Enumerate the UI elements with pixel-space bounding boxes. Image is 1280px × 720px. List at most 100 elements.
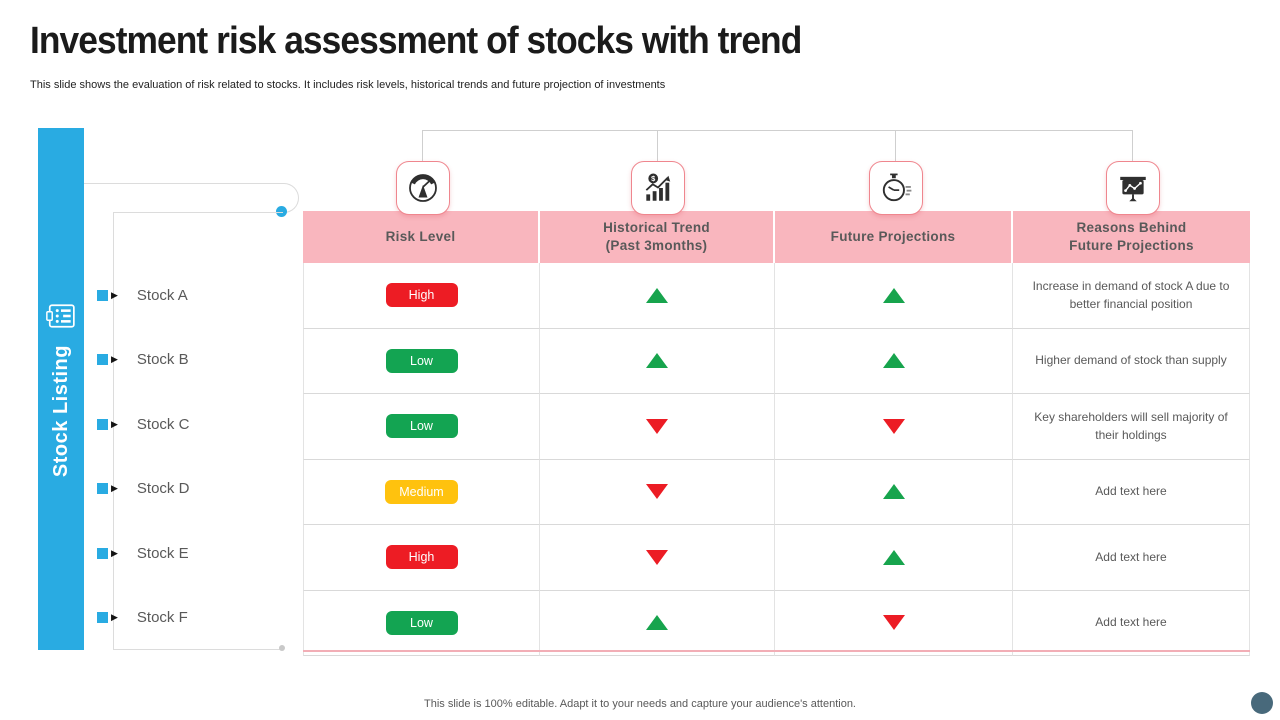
historical-trend-cell — [540, 459, 775, 525]
stock-list-item: ▶ Stock D — [97, 457, 287, 522]
trend-triangle-icon — [646, 549, 668, 565]
risk-cell: High — [303, 263, 540, 329]
stock-list-item: ▶ Stock E — [97, 521, 287, 586]
risk-cell: Medium — [303, 459, 540, 525]
stock-label: Stock C — [136, 415, 190, 433]
risk-badge: Medium — [385, 479, 458, 504]
stock-label: Stock D — [136, 480, 190, 498]
page-subtitle: This slide shows the evaluation of risk … — [30, 79, 666, 91]
stopwatch-icon — [869, 161, 923, 215]
reason-cell: Add text here — [1013, 525, 1250, 591]
trend-triangle-icon — [882, 418, 905, 434]
future-projection-cell — [775, 525, 1013, 591]
column-header-historical-trend: Historical Trend (Past 3months) — [540, 211, 775, 263]
caret-right-icon: ▶ — [111, 612, 118, 623]
footer-note: This slide is 100% editable. Adapt it to… — [424, 698, 856, 710]
risk-cell: Low — [303, 590, 540, 656]
sidebar-label: Stock Listing — [49, 344, 72, 478]
caret-right-icon: ▶ — [111, 483, 118, 494]
stock-list-item: ▶ Stock A — [97, 263, 287, 328]
stock-label: Stock B — [136, 351, 189, 369]
historical-trend-cell — [540, 263, 775, 329]
historical-trend-cell — [540, 525, 775, 591]
stock-list: ▶ Stock A ▶ Stock B ▶ Stock C ▶ Stock D … — [97, 263, 287, 650]
list-end-dot — [279, 645, 285, 651]
column-header-future-projections: Future Projections — [775, 211, 1013, 263]
stock-list-item: ▶ Stock F — [97, 586, 287, 651]
bullet-square-icon — [97, 289, 108, 301]
reason-cell: Key shareholders will sell majority of t… — [1013, 394, 1250, 460]
reason-placeholder-text: Add text here — [1095, 615, 1167, 630]
column-header-reasons: Reasons Behind Future Projections — [1013, 211, 1250, 263]
reason-cell: Increase in demand of stock A due to bet… — [1013, 263, 1250, 329]
risk-cell: Low — [303, 394, 540, 460]
risk-badge: Low — [385, 414, 458, 439]
trend-triangle-icon — [882, 353, 905, 369]
reason-text: Increase in demand of stock A due to bet… — [1032, 278, 1230, 312]
caret-right-icon: ▶ — [111, 289, 118, 300]
future-projection-cell — [775, 394, 1013, 460]
icon-connector-line — [422, 130, 1132, 131]
header-line: Reasons Behind — [1076, 219, 1187, 235]
reason-placeholder-text: Add text here — [1095, 484, 1167, 499]
trend-triangle-icon — [646, 353, 668, 369]
reason-cell: Add text here — [1013, 459, 1250, 525]
trend-triangle-icon — [646, 615, 668, 631]
stock-label: Stock A — [136, 286, 188, 304]
stock-label: Stock E — [136, 544, 189, 562]
header-line: Risk Level — [385, 228, 456, 244]
future-projection-cell — [775, 459, 1013, 525]
icon-connector-drop — [657, 130, 658, 162]
bullet-square-icon — [97, 612, 108, 624]
header-line: Historical Trend — [603, 219, 710, 235]
bullet-square-icon — [97, 354, 108, 366]
icon-connector-drop — [1132, 130, 1133, 162]
connector-dot — [276, 206, 287, 217]
gauge-icon — [396, 161, 450, 215]
growth-chart-dollar-icon: $ — [631, 161, 685, 215]
risk-cell: Low — [303, 328, 540, 394]
historical-trend-cell — [540, 590, 775, 656]
trend-triangle-icon — [882, 484, 905, 500]
header-line: Future Projections — [830, 228, 956, 244]
stock-list-box — [113, 212, 283, 650]
trend-triangle-icon — [646, 287, 668, 303]
header-line: Future Projections — [1069, 238, 1194, 253]
historical-trend-cell — [540, 328, 775, 394]
trend-triangle-icon — [882, 287, 905, 303]
trend-triangle-icon — [882, 549, 905, 565]
reason-cell: Add text here — [1013, 590, 1250, 656]
future-projection-cell — [775, 328, 1013, 394]
svg-text:$: $ — [651, 174, 656, 183]
risk-cell: High — [303, 525, 540, 591]
risk-badge: High — [385, 545, 458, 570]
clipboard-list-icon — [46, 303, 76, 329]
bullet-square-icon — [97, 547, 108, 559]
icon-connector-drop — [895, 130, 896, 162]
trend-triangle-icon — [646, 484, 668, 500]
reason-text: Key shareholders will sell majority of t… — [1034, 409, 1228, 443]
icon-connector-drop — [422, 130, 423, 162]
stock-list-item: ▶ Stock B — [97, 328, 287, 393]
table-bottom-accent — [303, 650, 1250, 652]
risk-badge: Low — [385, 348, 458, 373]
header-line: (Past 3months) — [605, 238, 708, 253]
page-title: Investment risk assessment of stocks wit… — [30, 20, 802, 62]
risk-badge: High — [385, 283, 458, 308]
reason-cell: Higher demand of stock than supply — [1013, 328, 1250, 394]
stock-label: Stock F — [136, 609, 188, 627]
future-projection-cell — [775, 590, 1013, 656]
presentation-chart-icon — [1106, 161, 1160, 215]
caret-right-icon: ▶ — [111, 547, 118, 558]
historical-trend-cell — [540, 394, 775, 460]
reason-text: Higher demand of stock than supply — [1035, 353, 1227, 368]
future-projection-cell — [775, 263, 1013, 329]
trend-triangle-icon — [882, 615, 905, 631]
stock-list-item: ▶ Stock C — [97, 392, 287, 457]
column-header-risk-level: Risk Level — [303, 211, 540, 263]
trend-triangle-icon — [646, 418, 668, 434]
risk-table: Risk Level Historical Trend (Past 3month… — [303, 211, 1250, 656]
caret-right-icon: ▶ — [111, 354, 118, 365]
caret-right-icon: ▶ — [111, 418, 118, 429]
